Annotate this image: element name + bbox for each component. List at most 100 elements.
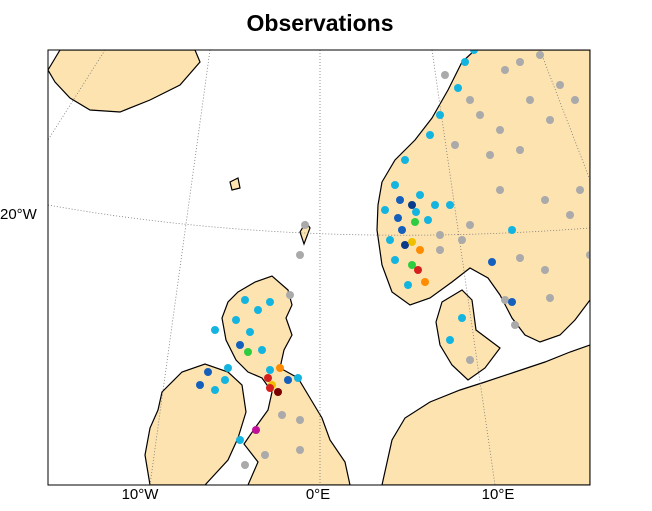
observation-point: [451, 141, 459, 149]
map-area: [48, 50, 590, 485]
observation-point: [401, 156, 409, 164]
observation-point: [391, 256, 399, 264]
observation-point: [264, 374, 272, 382]
observation-point: [266, 298, 274, 306]
observation-point: [461, 58, 469, 66]
observation-point: [394, 214, 402, 222]
lat-label: 20°W: [0, 206, 38, 223]
observation-point: [204, 368, 212, 376]
observation-point: [466, 221, 474, 229]
observation-point: [196, 381, 204, 389]
observation-point: [258, 346, 266, 354]
observation-point: [408, 238, 416, 246]
graticule: [48, 50, 590, 485]
observation-point: [436, 231, 444, 239]
observation-point: [446, 336, 454, 344]
observation-point: [508, 298, 516, 306]
observation-point: [241, 461, 249, 469]
observation-point: [466, 356, 474, 364]
observation-point: [261, 451, 269, 459]
observation-point: [526, 96, 534, 104]
observation-point: [412, 208, 420, 216]
observation-point: [424, 216, 432, 224]
observation-point: [276, 364, 284, 372]
observation-point: [586, 251, 590, 259]
observation-point: [516, 146, 524, 154]
observation-point: [496, 126, 504, 134]
observation-point: [496, 186, 504, 194]
observation-point: [470, 50, 478, 54]
observation-point: [458, 314, 466, 322]
observation-point: [224, 364, 232, 372]
observation-point: [254, 306, 262, 314]
observation-point: [466, 96, 474, 104]
lon-label: 10°E: [482, 486, 515, 503]
observation-point: [221, 376, 229, 384]
observation-point: [294, 374, 302, 382]
observation-point: [211, 326, 219, 334]
observation-point: [411, 218, 419, 226]
scandinavia: [376, 50, 590, 343]
observation-point: [274, 388, 282, 396]
observation-point: [408, 261, 416, 269]
observation-point: [278, 411, 286, 419]
observation-point: [236, 436, 244, 444]
observation-point: [416, 246, 424, 254]
observation-point: [458, 236, 466, 244]
observation-points: [196, 50, 590, 469]
observation-point: [414, 266, 422, 274]
observation-point: [296, 251, 304, 259]
observation-point: [244, 348, 252, 356]
map-title: Observations: [247, 10, 394, 36]
observation-point: [516, 58, 524, 66]
observation-point: [431, 201, 439, 209]
observation-point: [266, 366, 274, 374]
observation-point: [436, 111, 444, 119]
observation-point: [301, 221, 309, 229]
observation-point: [401, 241, 409, 249]
observation-point: [536, 51, 544, 59]
lon-label: 0°E: [306, 486, 330, 503]
observation-point: [576, 186, 584, 194]
observation-point: [488, 258, 496, 266]
observation-point: [408, 201, 416, 209]
observation-point: [426, 131, 434, 139]
observation-point: [541, 266, 549, 274]
denmark: [435, 289, 501, 381]
observation-point: [541, 196, 549, 204]
faroe: [229, 177, 241, 191]
map-frame: [47, 49, 591, 486]
observation-point: [556, 81, 564, 89]
observation-point: [404, 281, 412, 289]
observation-point: [441, 71, 449, 79]
observation-point: [386, 236, 394, 244]
lon-label: 10°W: [122, 486, 160, 503]
observation-point: [398, 226, 406, 234]
observation-point: [296, 416, 304, 424]
observation-point: [486, 151, 494, 159]
observation-point: [246, 328, 254, 336]
observation-point: [546, 116, 554, 124]
continent: [381, 344, 590, 485]
observation-point: [501, 296, 509, 304]
observation-point: [232, 316, 240, 324]
observation-point: [571, 96, 579, 104]
observation-point: [546, 294, 554, 302]
observation-point: [454, 84, 462, 92]
observation-point: [421, 278, 429, 286]
observation-point: [476, 111, 484, 119]
observation-point: [296, 446, 304, 454]
observation-point: [396, 196, 404, 204]
observation-point: [252, 426, 260, 434]
observation-point: [566, 211, 574, 219]
observation-point: [284, 376, 292, 384]
iceland: [48, 50, 201, 113]
observation-point: [508, 226, 516, 234]
observation-point: [236, 341, 244, 349]
observation-point: [391, 181, 399, 189]
observation-point: [381, 206, 389, 214]
observation-point: [446, 201, 454, 209]
ireland: [144, 363, 247, 485]
observation-point: [286, 291, 294, 299]
